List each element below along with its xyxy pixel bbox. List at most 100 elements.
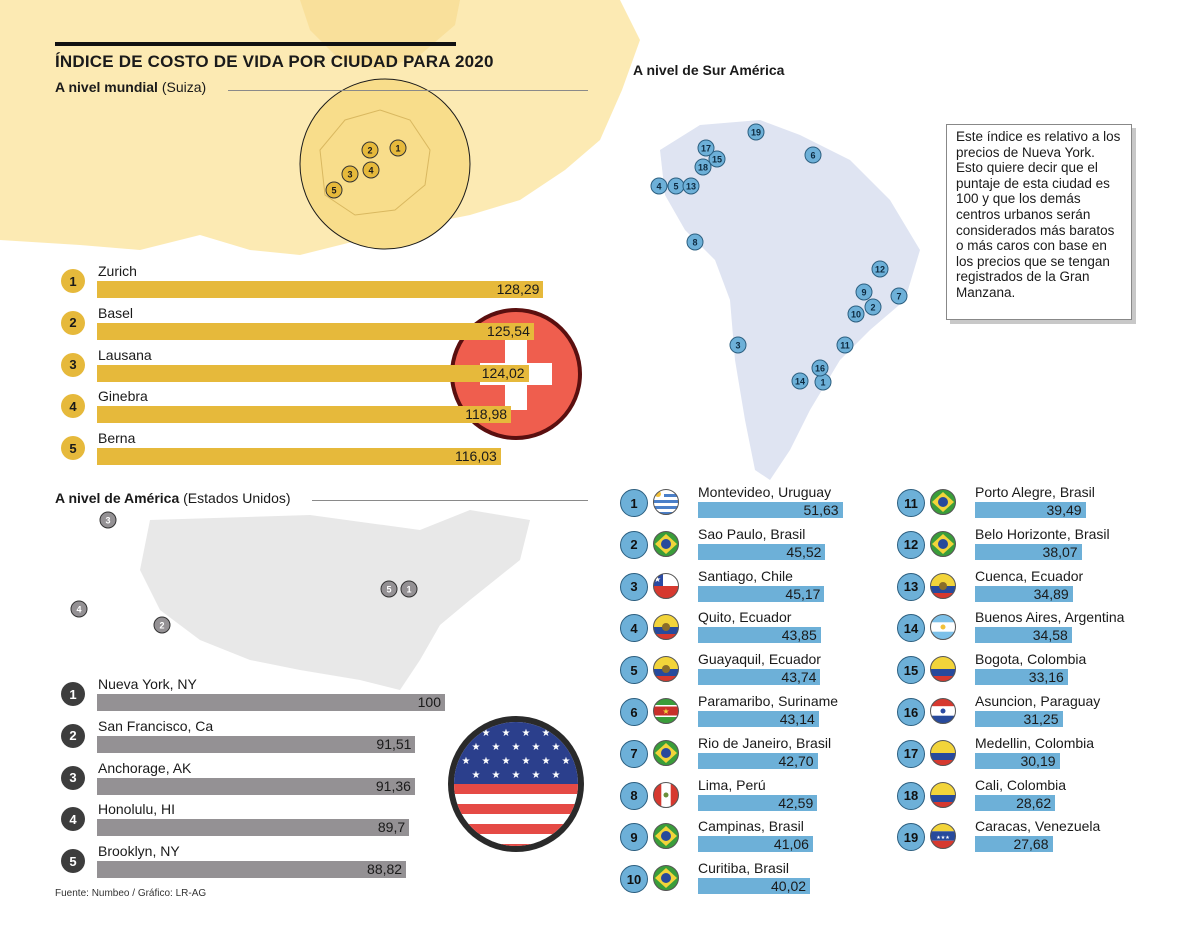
svg-text:★: ★ [462,756,471,767]
south-bar: 28,62 [975,794,1056,811]
swiss-map-marker: 5 [325,181,343,199]
south-section-heading: A nivel de Sur América [633,62,784,78]
swiss-map-marker: 4 [362,161,380,179]
south-rank-circle: 2 [620,530,648,559]
south-rank-circle: 3 [620,572,648,601]
south-bar: 43,14 [698,711,819,727]
uruguay-flag-icon [653,489,679,515]
swiss-map-marker: 3 [341,165,359,183]
swiss-rank-circle: 3 [61,352,85,377]
svg-text:★: ★ [532,742,541,753]
south-map-marker: 2 [864,298,882,316]
swiss-rank-circle: 5 [61,436,85,461]
america-rule [312,500,588,501]
south-city-label: Cuenca, Ecuador [975,567,1084,584]
svg-text:★: ★ [512,770,521,781]
south-rank-circle: 15 [897,656,925,685]
south-bar: 31,25 [975,711,1063,727]
south-rank-circle: 1 [620,489,648,517]
venezuela-flag-icon: ★★★ [930,823,956,850]
south-bar: 43,85 [698,627,821,644]
swiss-rank-circle: 2 [61,310,85,335]
usa-bar: 88,82 [97,861,407,879]
south-bar: 40,02 [698,878,811,895]
svg-text:★: ★ [492,742,501,753]
south-rank-circle: 13 [897,572,925,601]
america-heading: A nivel de América [55,490,180,506]
usa-city-label: Nueva York, NY [98,676,197,692]
swiss-bar: 124,02 [97,364,529,382]
svg-text:★: ★ [552,770,561,781]
south-rank-circle: 10 [620,865,648,894]
brazil-flag-icon [653,865,679,892]
south-map-marker: 17 [697,139,715,157]
svg-text:★: ★ [542,728,551,739]
south-map-marker: 13 [682,177,700,195]
usa-map-marker: 1 [400,580,418,598]
swiss-city-label: Basel [98,304,134,321]
ecuador-flag-icon [930,572,956,599]
suriname-flag-icon: ★ [653,698,679,724]
south-city-label: Lima, Perú [698,776,766,793]
south-bar: 33,16 [975,669,1068,686]
svg-text:★: ★ [512,742,521,753]
swiss-bar: 116,03 [97,448,501,466]
south-map-marker: 8 [686,233,704,251]
svg-text:★: ★ [472,742,481,753]
south-rank-circle: 7 [620,739,648,768]
america-section-heading: A nivel de América (Estados Unidos) [55,490,291,506]
usa-city-label: Brooklyn, NY [98,843,180,860]
usa-flag-badge: ★ ★ ★ ★ ★ ★ ★ ★ ★ ★ ★ ★ ★ ★ ★ ★ ★ ★ ★ ★ ★ ★ [448,716,584,852]
colombia-flag-icon [930,781,956,808]
svg-text:★: ★ [662,707,669,716]
south-rank-circle: 12 [897,530,925,559]
usa-map-marker: 5 [380,580,398,598]
usa-bar: 89,7 [97,819,410,837]
south-city-label: Belo Horizonte, Brasil [975,525,1110,542]
ecuador-flag-icon [653,614,679,641]
south-america-map [660,120,920,480]
south-bar: 45,17 [698,585,825,602]
usa-city-label: San Francisco, Ca [98,717,214,734]
ecuador-flag-icon [653,656,679,683]
south-rank-circle: 14 [897,614,925,643]
svg-text:★: ★ [502,756,511,767]
svg-text:★: ★ [532,770,541,781]
south-map-marker: 15 [708,150,726,168]
colombia-flag-icon [930,656,956,683]
america-subheading: (Estados Unidos) [183,490,291,506]
south-bar: 38,07 [975,543,1082,560]
south-bar: 41,06 [698,836,813,853]
south-rank-circle: 6 [620,698,648,726]
swiss-map-marker: 2 [361,141,379,159]
south-map-marker: 11 [836,336,854,354]
south-rank-circle: 9 [620,823,648,852]
usa-rank-circle: 3 [61,765,85,790]
europe-map-north [300,0,460,70]
brazil-flag-icon [930,530,956,557]
usa-map-marker: 4 [70,600,88,618]
world-section-heading: A nivel mundial (Suiza) [55,79,206,95]
south-bar: 42,70 [698,752,818,769]
swiss-city-label: Zurich [98,263,137,279]
swiss-city-label: Lausana [98,346,152,363]
svg-text:★: ★ [482,756,491,767]
south-city-label: Medellin, Colombia [975,734,1095,751]
south-map-marker: 12 [871,260,889,278]
chile-flag-icon: ★ [653,572,679,599]
paraguay-flag-icon [930,698,956,724]
south-city-label: Quito, Ecuador [698,609,792,626]
usa-rank-circle: 2 [61,723,85,748]
usa-map-marker: 3 [99,511,117,529]
swiss-map-marker: 1 [389,139,407,157]
south-rank-circle: 4 [620,614,648,643]
south-map-marker: 3 [729,336,747,354]
source-footer: Fuente: Numbeo / Gráfico: LR-AG [55,888,207,899]
svg-text:★: ★ [492,770,501,781]
south-city-label: Paramaribo, Suriname [698,693,839,709]
svg-text:★★★: ★★★ [936,835,950,841]
brazil-flag-icon [930,489,956,515]
brazil-flag-icon [653,530,679,557]
swiss-bar: 128,29 [97,281,544,298]
